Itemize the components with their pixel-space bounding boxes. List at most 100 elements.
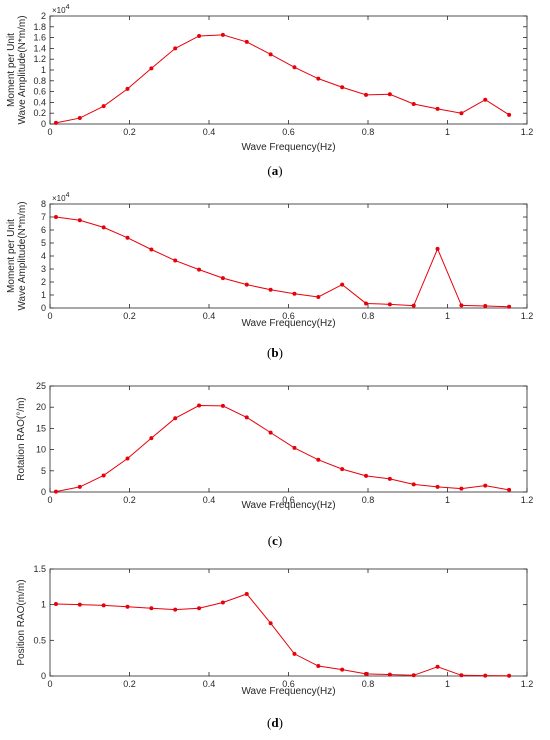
y-tick-label: 1 [41,600,46,610]
y-tick-label: 10 [36,445,46,455]
data-point [507,487,512,492]
data-point [244,591,249,596]
data-point [268,430,273,435]
data-point [244,415,249,420]
x-tick-label: 1 [445,127,450,137]
data-point [435,246,440,251]
x-tick-label: 0.6 [282,127,295,137]
data-point [220,403,225,408]
x-tick-label: 0 [47,495,52,505]
y-tick-label: 0.8 [33,76,46,86]
panel-label: (b) [267,345,283,360]
data-point [292,65,297,70]
y-tick-label: 0 [41,119,46,129]
y-tick-label: 6 [41,225,46,235]
panel-letter: d [271,715,279,730]
data-point [101,473,106,478]
x-tick-label: 0.8 [362,127,375,137]
data-point [149,436,154,441]
data-point [77,218,82,223]
plot-frame [49,15,528,125]
plot-frame [49,385,528,493]
data-point [173,46,178,51]
data-point [53,120,58,125]
data-point [316,664,321,669]
data-point [53,489,58,494]
y-tick-label: 25 [36,381,46,391]
panel-label: (c) [268,533,282,548]
x-tick-label: 0 [47,127,52,137]
data-point [197,606,202,611]
x-tick-label: 0.8 [362,311,375,321]
data-point [459,111,464,116]
data-point [77,484,82,489]
data-point [364,473,369,478]
data-point [411,102,416,107]
x-tick-label: 0.6 [282,311,295,321]
y-tick-label: 1.5 [33,564,46,574]
data-point [387,302,392,307]
data-point [53,215,58,219]
data-point [411,482,416,487]
y-tick-label: 7 [41,212,46,222]
data-point [364,92,369,97]
data-point [149,66,154,71]
data-point [507,112,512,117]
data-point [387,672,392,677]
y-tick-label: 20 [36,402,46,412]
data-point [244,39,249,44]
data-point [340,667,345,672]
panel-letter: b [271,345,278,360]
y-tick-label: 0.2 [33,108,46,118]
data-point [316,294,321,299]
x-tick-label: 0.2 [123,127,136,137]
x-tick-label: 0.8 [362,679,375,689]
data-point [197,267,202,272]
x-axis-label: Wave Frequency(Hz) [241,500,335,511]
data-point [149,606,154,611]
data-point [268,52,273,57]
series-line [55,216,510,308]
y-tick-label: 1 [41,65,46,75]
data-point [459,673,464,678]
data-point [483,673,488,678]
y-axis-label-line-2: Wave Amplitude(N*m/m) [17,201,28,310]
data-point [292,651,297,656]
y-tick-label: 0 [41,671,46,681]
x-tick-label: 1 [445,679,450,689]
y-tick-label: 2 [41,277,46,287]
data-point [459,303,464,308]
chart-a: 0 0.2 0.4 0.6 0.8 1 1.200.20.40.60.811.21.41.6… [6,4,533,178]
x-tick-label: 0.4 [203,679,216,689]
data-point [411,673,416,678]
exponent-base: ×10 [52,6,66,15]
data-point [387,92,392,97]
data-point [364,301,369,306]
y-axis-label-line-1: Moment per Unit [6,219,17,293]
y-tick-label: 1.6 [33,33,46,43]
y-axis-label-line-1: Rotation RAO(°/m) [16,397,27,480]
exponent-power: 4 [66,192,70,199]
x-tick-label: 0.4 [203,495,216,505]
data-point [173,607,178,612]
data-point [292,445,297,450]
y-tick-label: 2 [41,11,46,21]
x-tick-label: 0 [47,679,52,689]
x-tick-label: 1 [445,311,450,321]
x-tick-label: 0.4 [203,311,216,321]
data-point [77,602,82,607]
data-point [101,104,106,109]
panel-letter: a [272,163,279,178]
series-line [55,593,510,677]
data-point [149,247,154,252]
data-point [435,106,440,111]
exponent-power: 4 [66,4,70,11]
y-tick-label: 0.6 [33,87,46,97]
data-point [101,603,106,608]
data-point [220,600,225,605]
data-point [483,304,488,309]
y-tick-label: 1.4 [33,43,46,53]
y-tick-label: 1.2 [33,54,46,64]
panel-letter: c [272,533,278,548]
